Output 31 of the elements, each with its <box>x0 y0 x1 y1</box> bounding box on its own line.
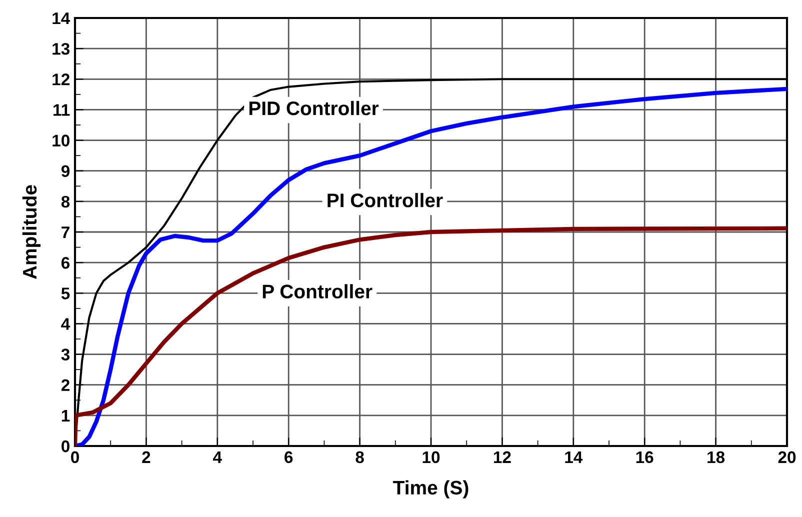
x-tick-label: 12 <box>494 451 511 463</box>
x-tick-label: 6 <box>284 451 293 464</box>
x-tick-label: 20 <box>778 451 796 464</box>
y-tick-label: 5 <box>61 288 70 300</box>
x-tick-label: 2 <box>142 451 150 463</box>
x-tick-label: 18 <box>708 451 725 464</box>
x-axis-title: Time (S) <box>393 480 468 498</box>
y-tick-label: 14 <box>52 12 70 24</box>
x-tick-label: 14 <box>565 451 583 463</box>
y-tick-label: 6 <box>61 256 70 269</box>
y-tick-label: 2 <box>61 379 70 391</box>
y-tick-label: 1 <box>62 410 70 422</box>
y-axis-title: Amplitude <box>22 185 40 280</box>
series-label: P Controller <box>262 284 372 298</box>
x-tick-label: 4 <box>213 451 222 463</box>
y-tick-label: 9 <box>61 165 70 178</box>
x-tick-label: 0 <box>71 451 79 464</box>
y-tick-label: 7 <box>62 226 70 238</box>
y-tick-label: 3 <box>61 348 70 361</box>
y-tick-label: 4 <box>61 318 70 330</box>
x-tick-label: 16 <box>636 451 654 464</box>
y-tick-label: 8 <box>61 196 70 208</box>
y-tick-label: 13 <box>52 42 70 55</box>
y-tick-label: 0 <box>62 440 70 452</box>
y-tick-label: 11 <box>54 104 70 116</box>
series-label: PID Controller <box>249 100 379 116</box>
x-tick-label: 8 <box>356 451 364 464</box>
y-tick-label: 10 <box>52 134 70 146</box>
x-tick-label: 10 <box>422 451 440 464</box>
series-label: PI Controller <box>328 192 443 208</box>
y-tick-label: 12 <box>52 74 70 86</box>
